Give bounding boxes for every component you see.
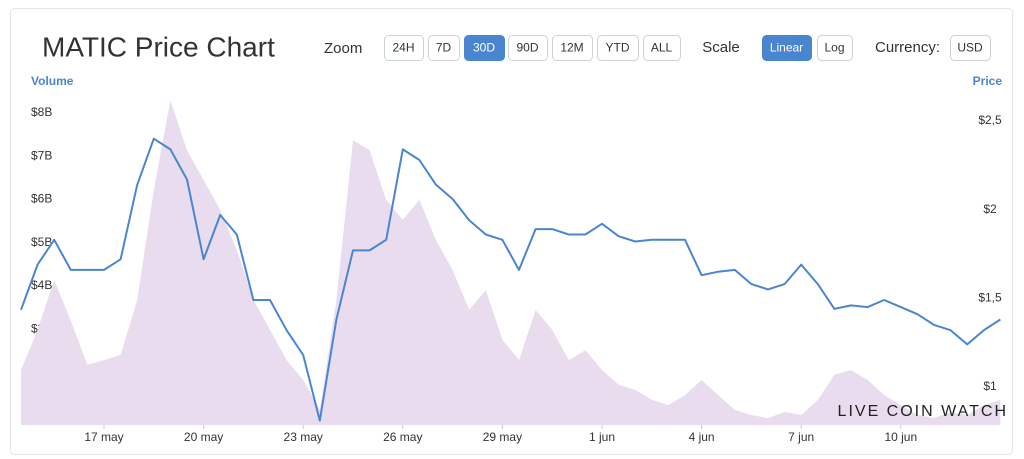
button[interactable]: USD [950,35,991,61]
y-tick-label: $8B [31,105,52,119]
scale-label: Scale [702,39,740,56]
button-box[interactable] [762,35,812,61]
button-label[interactable]: Log [824,41,844,55]
button-label[interactable]: ALL [651,41,673,55]
button-box[interactable] [643,35,681,61]
x-tick-label: 7 jun [788,430,814,444]
button[interactable]: ALL [643,35,681,61]
plot-area: $1B$2B$3B$4B$5B$6B$7B$8B$1$1,5$2$2,517 m… [20,100,1002,444]
button-label[interactable]: 7D [436,41,452,55]
price-line [20,137,1001,422]
button-label[interactable]: USD [957,41,983,55]
y-tick-label: $7B [31,148,52,162]
button-label[interactable]: 90D [516,41,538,55]
button[interactable]: 24H [384,35,424,61]
y-tick-label: $6B [31,192,52,206]
button[interactable]: Linear [762,35,812,61]
button-box[interactable] [597,35,639,61]
button-box[interactable] [817,35,853,61]
watermark: LIVE COIN WATCH [838,403,1008,420]
button-label[interactable]: 30D [473,41,495,55]
button-box[interactable] [384,35,424,61]
y-tick-label: $4B [31,278,52,292]
y2-tick-label: $1,5 [978,290,1002,304]
button[interactable]: YTD [597,35,639,61]
y-axis-label: Volume [31,74,74,88]
button-box[interactable] [464,35,505,61]
x-tick-label: 4 jun [689,430,715,444]
button-label[interactable]: Linear [770,41,803,55]
x-tick-label: 1 jun [589,430,615,444]
button-label[interactable]: 12M [560,41,583,55]
button-label[interactable]: 24H [392,41,414,55]
button[interactable]: 12M [552,35,593,61]
button-label[interactable]: YTD [606,41,630,55]
y2-tick-label: $2,5 [978,113,1002,127]
x-tick-label: 23 may [284,430,323,444]
button-box[interactable] [552,35,593,61]
y2-tick-label: $2 [983,202,997,216]
button[interactable]: Log [817,35,853,61]
x-tick-label: 17 may [84,430,123,444]
button[interactable]: 7D [428,35,460,61]
button-box[interactable] [508,35,548,61]
button[interactable]: 90D [508,35,548,61]
button-box[interactable] [428,35,460,61]
zoom-label: Zoom [324,40,362,57]
button-box[interactable] [950,35,991,61]
currency-label: Currency: [875,39,940,56]
x-tick-label: 10 jun [884,430,917,444]
y2-axis-label: Price [973,74,1003,88]
x-tick-label: 20 may [184,430,223,444]
x-tick-label: 26 may [383,430,422,444]
y2-tick-label: $1 [983,379,997,393]
button[interactable]: 30D [464,35,505,61]
volume-area [21,100,1001,425]
chart-title: MATIC Price Chart [42,31,275,62]
x-tick-label: 29 may [483,430,522,444]
y-tick-label: $5B [31,235,52,249]
